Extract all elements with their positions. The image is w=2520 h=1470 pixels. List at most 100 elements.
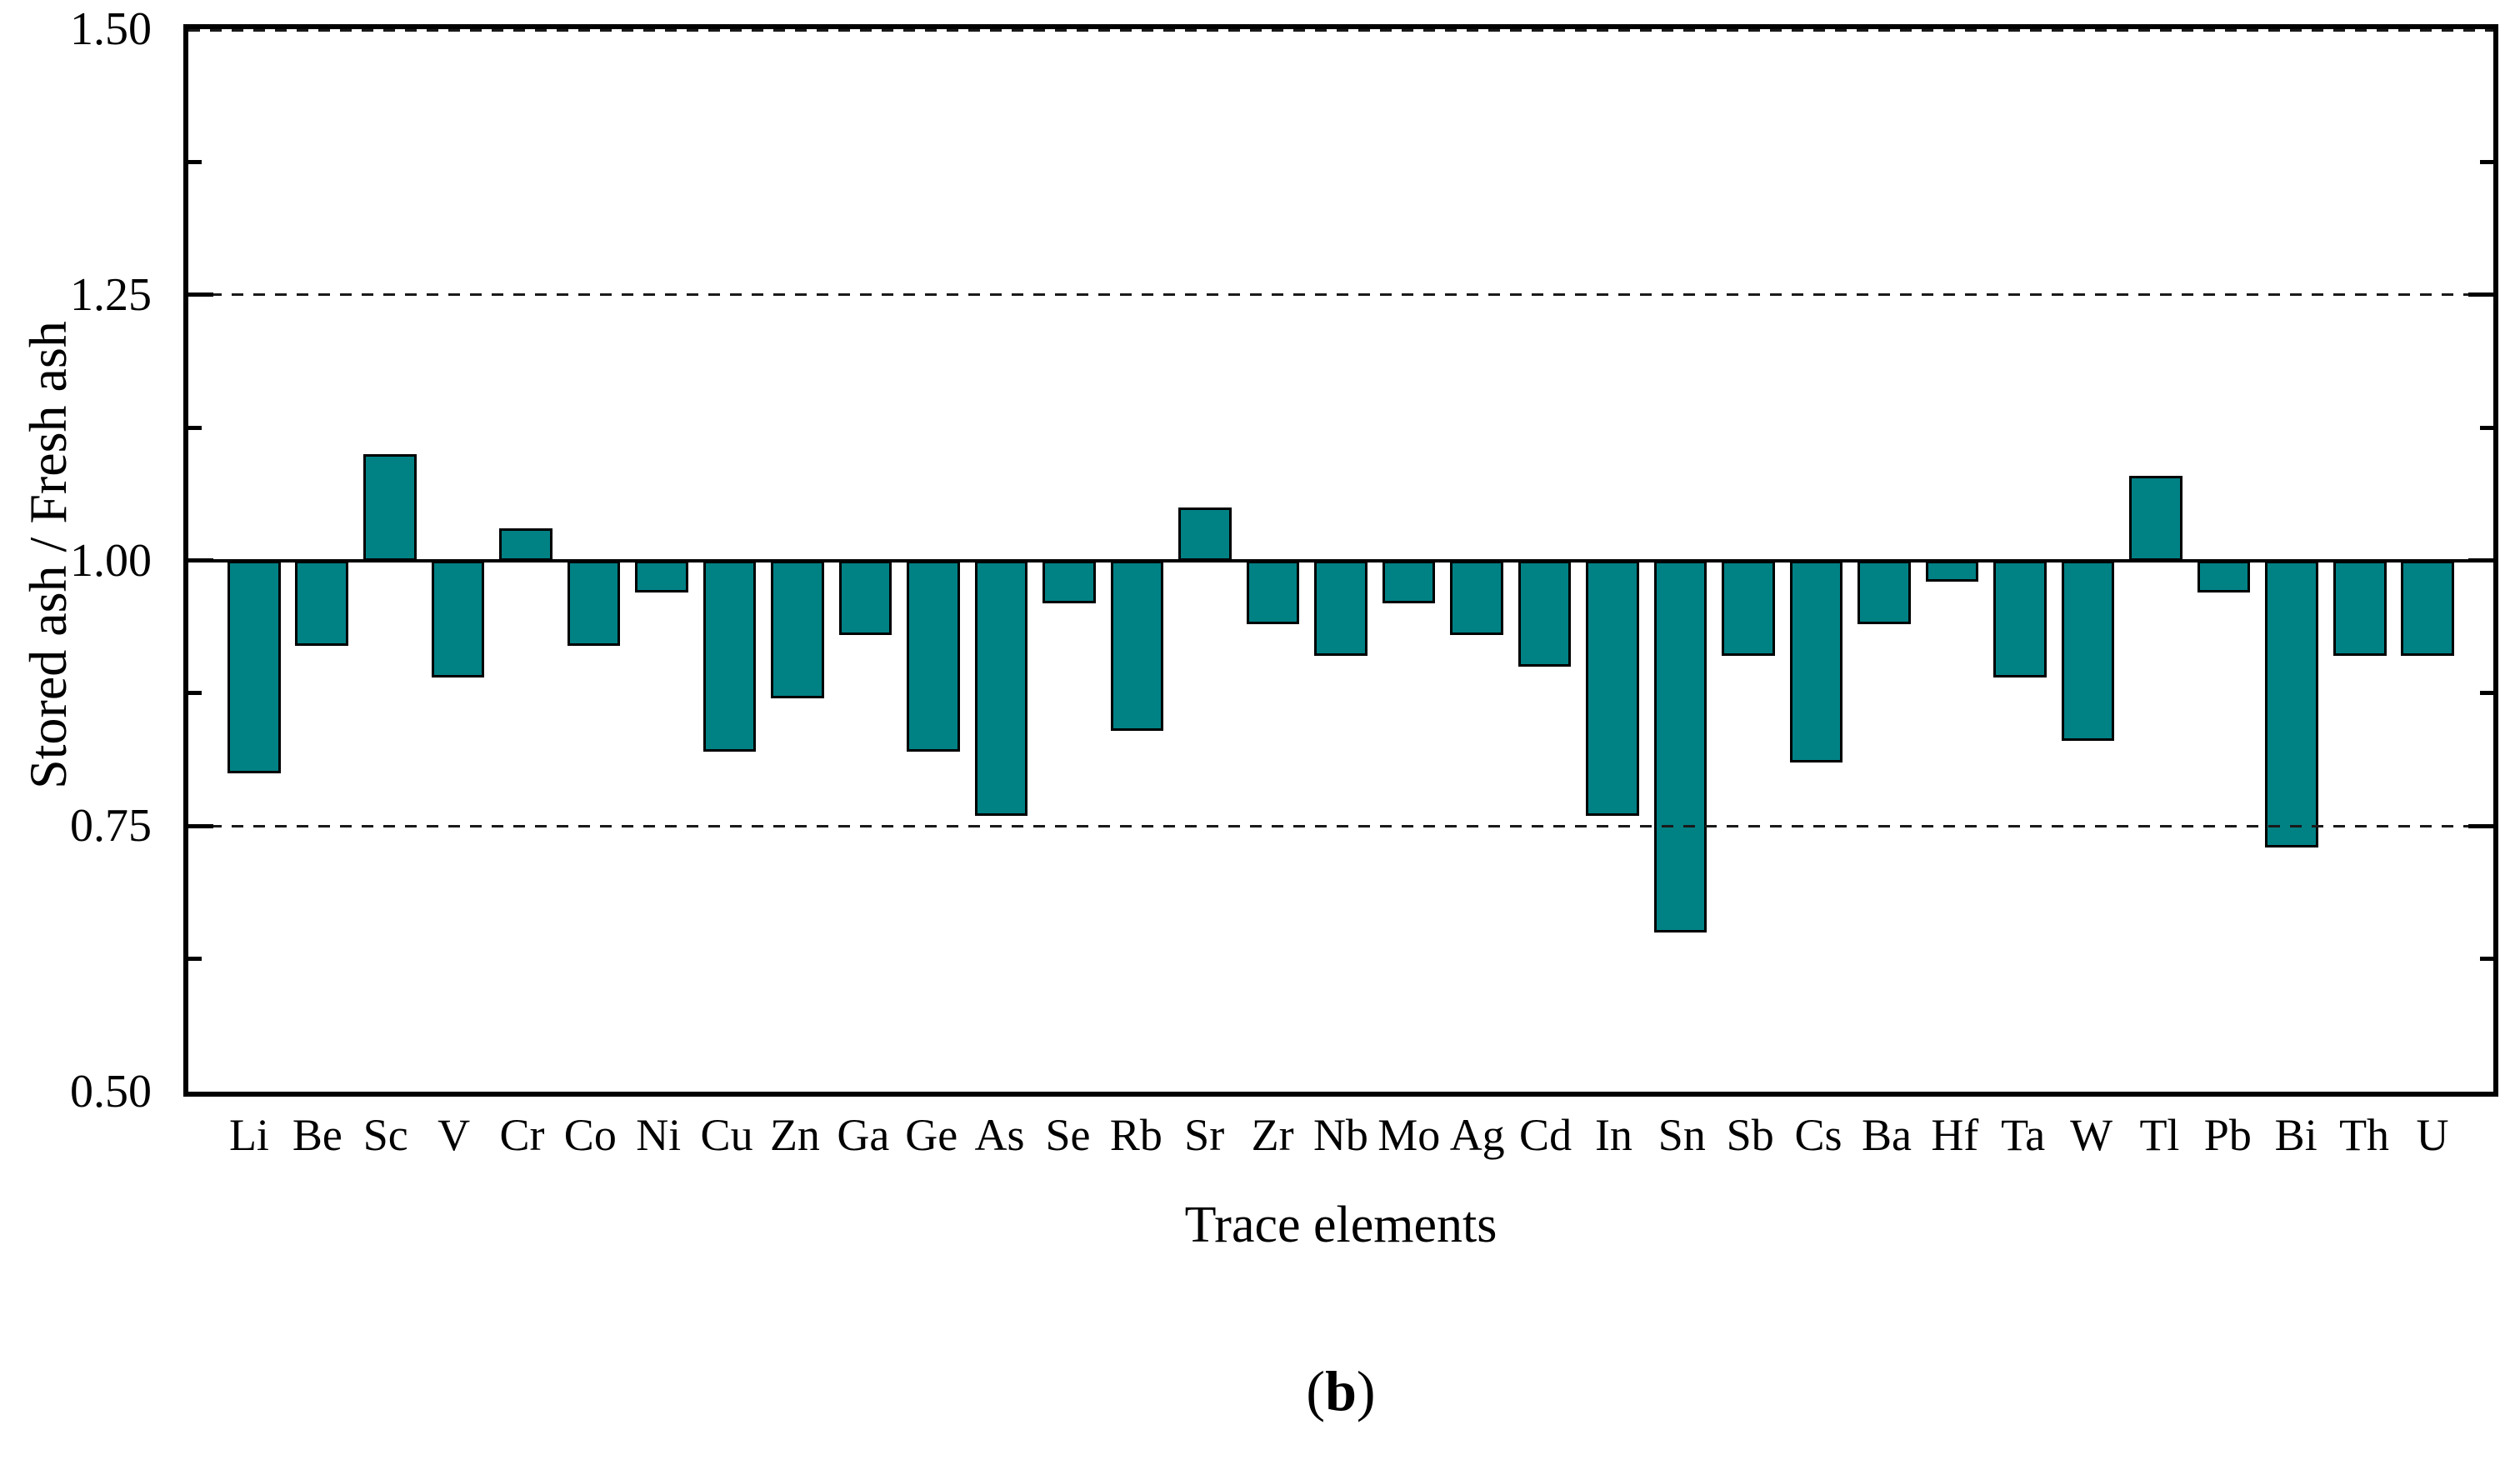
x-axis-label-Cd: Cd (1519, 1110, 1572, 1160)
x-axis-label-Mo: Mo (1378, 1110, 1441, 1160)
bar-Mo (1382, 560, 1436, 603)
x-axis-label-Li: Li (228, 1110, 269, 1160)
bar-Sb (1722, 560, 1775, 657)
y-minor-tick-right-1.375 (2480, 159, 2493, 164)
caption-close-paren: ) (1356, 1359, 1376, 1422)
bar-slot-As (968, 29, 1036, 1092)
bar-slot-V (424, 29, 492, 1092)
bar-In (1586, 560, 1639, 816)
gridline-1.50 (188, 29, 2493, 32)
bar-Be (295, 560, 349, 646)
bar-Zr (1246, 560, 1300, 624)
bar-slot-Pb (2190, 29, 2258, 1092)
bar-slot-Ge (899, 29, 968, 1092)
bar-slot-Ag (1442, 29, 1511, 1092)
y-minor-tick-left-0.625 (188, 957, 202, 962)
y-tick-label-0.50: 0.50 (70, 1066, 152, 1118)
bar-slot-Bi (2258, 29, 2326, 1092)
caption: (b) (183, 1358, 2498, 1424)
bar-slot-In (1578, 29, 1647, 1092)
bar-Ta (1993, 560, 2047, 678)
y-tick-label-1.00: 1.00 (70, 534, 152, 587)
y-major-tick-left-0.75 (188, 823, 213, 828)
x-axis-label-Ni: Ni (636, 1110, 682, 1160)
x-axis-label-Pb: Pb (2203, 1110, 2252, 1160)
bar-Th (2332, 560, 2387, 657)
bar-Nb (1314, 560, 1368, 657)
x-axis-label-In: In (1594, 1110, 1632, 1160)
x-axis-label-Nb: Nb (1312, 1110, 1368, 1160)
bar-Ba (1858, 560, 1911, 624)
baseline-1.00 (188, 558, 2493, 562)
x-axis-label-Se: Se (1045, 1110, 1091, 1160)
bar-slot-Be (288, 29, 357, 1092)
bar-Cs (1789, 560, 1843, 762)
bar-Ni (635, 560, 688, 592)
bar-slot-Li (220, 29, 288, 1092)
bar-V (431, 560, 485, 678)
bar-slot-Sr (1171, 29, 1239, 1092)
x-axis-label-As: As (974, 1110, 1025, 1160)
x-axis-label-Cr: Cr (499, 1110, 545, 1160)
x-axis-label-Zr: Zr (1251, 1110, 1294, 1160)
bar-Li (227, 560, 281, 773)
x-axis-label-Sr: Sr (1184, 1110, 1225, 1160)
y-minor-tick-left-0.875 (188, 691, 202, 696)
y-minor-tick-right-1.125 (2480, 425, 2493, 430)
plot-area (183, 24, 2498, 1097)
x-axis-label-Be: Be (292, 1110, 342, 1160)
x-axis-label-Cu: Cu (700, 1110, 753, 1160)
bar-Sr (1178, 507, 1232, 561)
bar-slot-Sb (1714, 29, 1782, 1092)
x-axis-label-Co: Co (563, 1110, 617, 1160)
y-tick-label-1.50: 1.50 (70, 3, 152, 55)
x-axis-label-Sc: Sc (362, 1110, 408, 1160)
bar-Sn (1653, 560, 1708, 932)
x-axis-label-Ge: Ge (905, 1110, 958, 1160)
bars-row (188, 29, 2493, 1092)
bar-slot-Se (1035, 29, 1103, 1092)
x-axis-label-Sn: Sn (1658, 1110, 1706, 1160)
x-axis-label-Cs: Cs (1794, 1110, 1842, 1160)
bar-slot-Ba (1850, 29, 1918, 1092)
bar-Cd (1518, 560, 1572, 667)
y-major-tick-left-1.00 (188, 558, 213, 562)
bar-U (2401, 560, 2455, 657)
bar-Rb (1110, 560, 1164, 731)
bar-Ge (907, 560, 960, 752)
y-minor-tick-left-1.125 (188, 425, 202, 430)
x-axis-label-Sb: Sb (1726, 1110, 1774, 1160)
bar-Hf (1925, 560, 1979, 582)
x-axis-labels: Li Be Sc V Cr Co Ni Cu Zn Ga Ge As Se Rb Sr Zr Nb Mo Ag Cd I… (183, 1102, 2498, 1168)
bar-slot-Tl (2122, 29, 2190, 1092)
y-major-tick-right-1.00 (2468, 558, 2493, 562)
x-axis-label-U: U (2416, 1110, 2449, 1160)
x-axis-label-Rb: Rb (1109, 1110, 1162, 1160)
caption-letter: b (1325, 1359, 1357, 1422)
x-axis-label-W: W (2070, 1110, 2113, 1160)
x-axis-label-Ta: Ta (2001, 1110, 2046, 1160)
bar-Co (567, 560, 621, 646)
gridline-0.75 (188, 824, 2493, 828)
y-minor-tick-right-0.625 (2480, 957, 2493, 962)
x-axis-label-Th: Th (2339, 1110, 2390, 1160)
bar-slot-Rb (1103, 29, 1172, 1092)
bar-Sc (362, 454, 417, 561)
bar-slot-Hf (1918, 29, 1987, 1092)
bar-Pb (2197, 560, 2251, 592)
y-major-tick-right-0.75 (2468, 823, 2493, 828)
bar-W (2061, 560, 2115, 742)
bar-As (974, 560, 1028, 816)
x-axis-title: Trace elements (1184, 1197, 1498, 1253)
bar-slot-Sn (1647, 29, 1715, 1092)
x-axis-label-V: V (438, 1110, 471, 1160)
y-minor-tick-left-1.375 (188, 159, 202, 164)
y-tick-label-1.25: 1.25 (70, 268, 152, 321)
bar-slot-Cd (1511, 29, 1579, 1092)
gridline-1.25 (188, 293, 2493, 297)
caption-open-paren: ( (1306, 1359, 1326, 1422)
bar-Cu (702, 560, 757, 752)
y-minor-tick-right-0.875 (2480, 691, 2493, 696)
x-axis-label-Ag: Ag (1449, 1110, 1505, 1160)
